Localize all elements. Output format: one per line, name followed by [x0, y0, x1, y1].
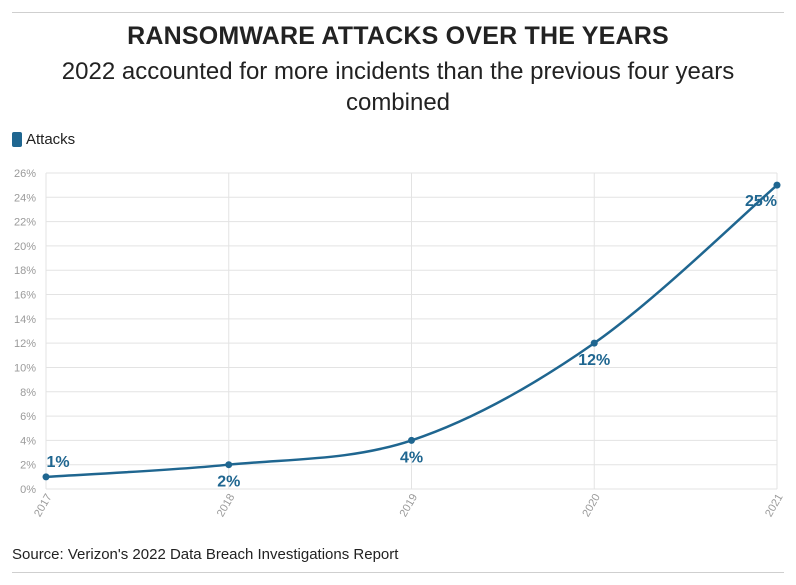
- y-tick-label: 2%: [20, 460, 36, 472]
- series-line-attacks: [45, 184, 778, 479]
- data-point: [225, 461, 233, 469]
- legend-label: Attacks: [26, 131, 76, 148]
- chart-title: RANSOMWARE ATTACKS OVER THE YEARS: [127, 22, 669, 50]
- data-label: 4%: [400, 449, 423, 466]
- x-tick-label: 2021: [763, 492, 786, 519]
- y-tick-label: 26%: [14, 168, 36, 180]
- x-tick-label: 2020: [580, 492, 603, 519]
- y-tick-label: 8%: [20, 387, 36, 399]
- y-tick-label: 24%: [14, 192, 36, 204]
- data-label: 1%: [46, 454, 69, 471]
- source-note: Source: Verizon's 2022 Data Breach Inves…: [12, 546, 399, 563]
- x-tick-label: 2018: [215, 492, 238, 519]
- y-tick-label: 10%: [14, 362, 36, 374]
- y-tick-label: 22%: [14, 217, 36, 229]
- bottom-rule: [12, 572, 784, 573]
- legend[interactable]: Attacks: [12, 131, 75, 148]
- legend-swatch: [12, 132, 22, 147]
- y-tick-label: 18%: [14, 265, 36, 277]
- data-point: [773, 181, 781, 189]
- y-tick-label: 0%: [20, 484, 36, 496]
- y-tick-label: 16%: [14, 290, 36, 302]
- data-point: [590, 339, 598, 347]
- data-label: 12%: [578, 352, 610, 369]
- chart-subtitle: 2022 accounted for more incidents than t…: [61, 58, 735, 116]
- top-rule: [12, 12, 784, 13]
- y-tick-label: 20%: [14, 241, 36, 253]
- y-tick-label: 4%: [20, 435, 36, 447]
- x-tick-label: 2019: [398, 492, 421, 519]
- y-tick-label: 6%: [20, 411, 36, 423]
- data-label: 2%: [217, 474, 240, 491]
- line-chart: 0% 2% 4% 6% 8% 10% 12% 14% 16% 18% 20% 22% 24% 26% 201…: [14, 168, 786, 519]
- y-tick-label: 12%: [14, 338, 36, 350]
- data-point: [408, 436, 415, 444]
- data-point: [42, 473, 50, 481]
- y-tick-label: 14%: [14, 314, 36, 326]
- data-label: 25%: [745, 193, 777, 210]
